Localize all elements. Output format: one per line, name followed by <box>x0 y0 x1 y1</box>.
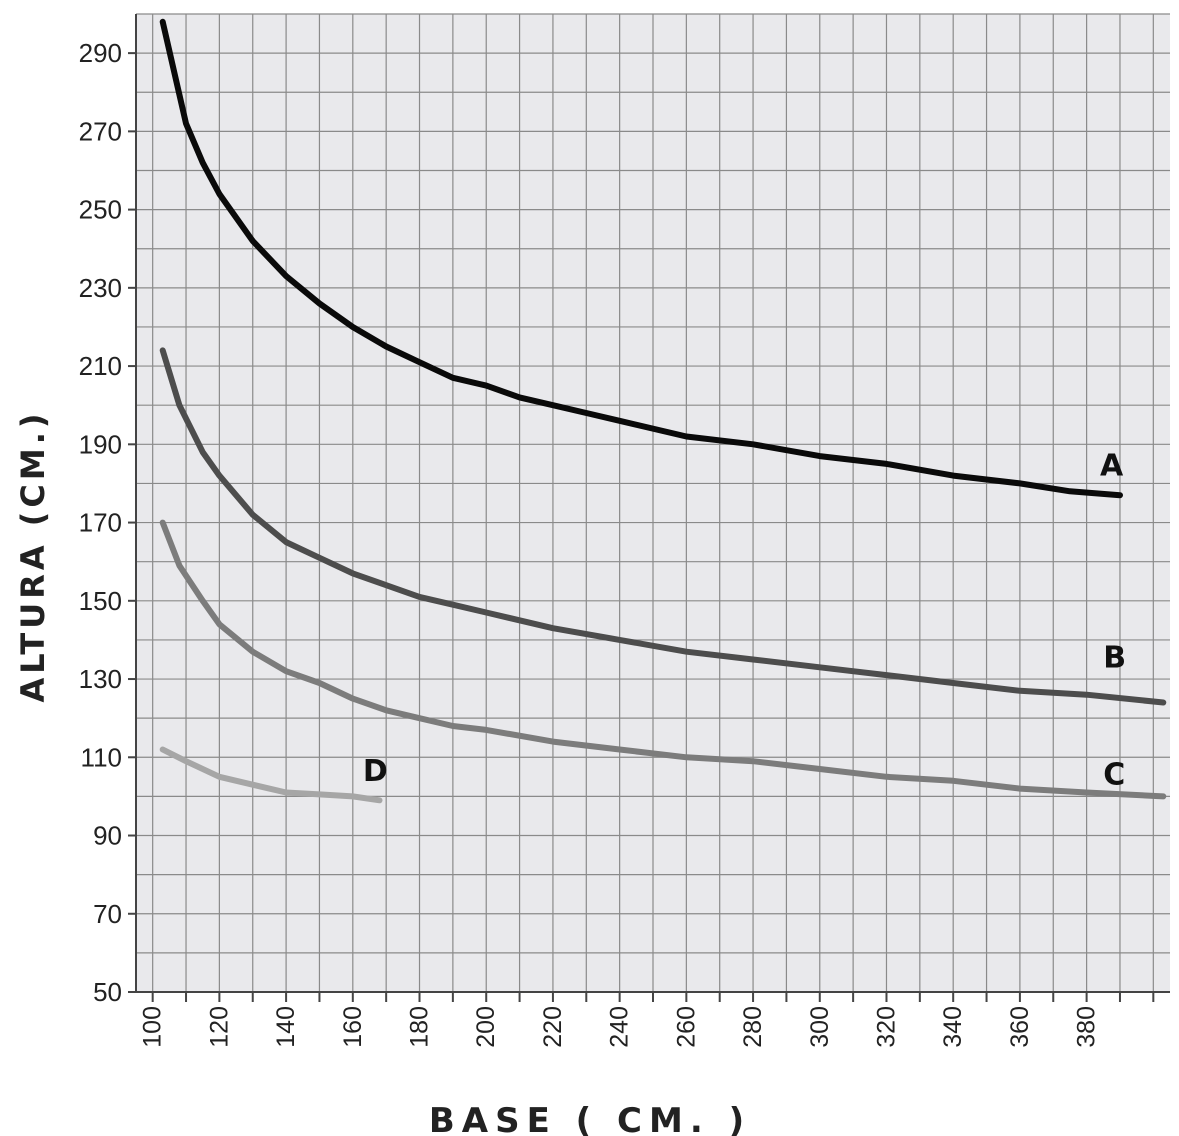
x-tick-label: 180 <box>406 1006 434 1048</box>
y-tick-label: 270 <box>79 116 122 146</box>
x-tick-label: 260 <box>672 1006 700 1048</box>
x-tick-label: 380 <box>1073 1006 1101 1048</box>
x-tick-label: 160 <box>339 1006 367 1048</box>
x-tick-label: 300 <box>806 1006 834 1048</box>
series-line-a <box>159 18 1123 499</box>
x-tick-label: 220 <box>539 1006 567 1048</box>
y-tick-label: 250 <box>79 195 122 225</box>
y-tick-label: 230 <box>79 273 122 303</box>
x-tick-label: 240 <box>606 1006 634 1048</box>
y-tick-label: 110 <box>81 742 122 772</box>
x-axis-title: BASE ( CM. ) <box>429 1101 751 1136</box>
x-tick-label: 120 <box>205 1006 233 1048</box>
x-tick-label: 280 <box>739 1006 767 1048</box>
series-lines <box>159 18 1167 804</box>
series-label-a: A <box>1100 449 1124 484</box>
y-tick-label: 210 <box>79 351 122 381</box>
series-line-b <box>159 347 1167 706</box>
x-tick-label: 360 <box>1006 1006 1034 1048</box>
y-tick-label: 90 <box>93 821 122 851</box>
series-line-d <box>159 746 383 804</box>
y-tick-label: 50 <box>93 977 122 1007</box>
y-tick-label: 170 <box>79 508 122 538</box>
x-tick-label: 140 <box>272 1006 300 1048</box>
y-tick-label: 130 <box>79 664 122 694</box>
series-labels: A B C D <box>363 449 1126 793</box>
y-tick-label: 190 <box>79 429 122 459</box>
y-tick-label: 290 <box>79 38 122 68</box>
axes <box>128 14 1170 1002</box>
x-tick-label: 340 <box>939 1006 967 1048</box>
series-label-c: C <box>1103 758 1125 793</box>
x-tick-label: 100 <box>139 1006 167 1048</box>
y-tick-labels: 50 70 90 110 130 150 170 190 210 230 250 270 290 <box>79 38 122 1007</box>
y-tick-label: 150 <box>79 586 122 616</box>
y-tick-label: 70 <box>93 899 122 929</box>
series-line-c <box>159 519 1167 800</box>
x-tick-labels: 100 120 140 160 180 200 220 240 260 280 300 320 340 3… <box>139 1006 1101 1048</box>
x-tick-label: 320 <box>872 1006 900 1048</box>
y-axis-title: ALTURA (CM.) <box>14 410 52 703</box>
series-label-d: D <box>363 754 388 789</box>
series-label-b: B <box>1103 640 1126 675</box>
x-tick-label: 200 <box>472 1006 500 1048</box>
